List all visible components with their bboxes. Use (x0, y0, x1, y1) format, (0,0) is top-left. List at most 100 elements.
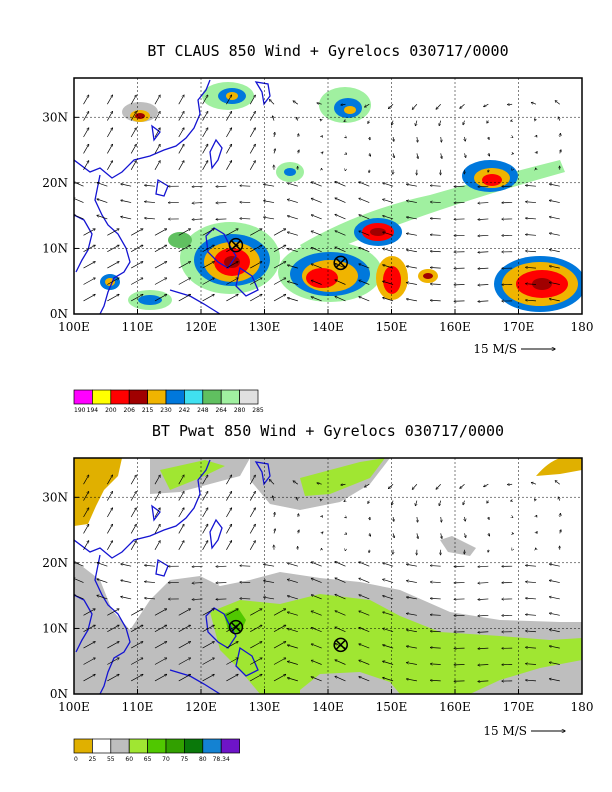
wind-vector (478, 665, 489, 666)
wind-vector (407, 663, 417, 665)
wind-vector (226, 95, 231, 105)
x-tick-label: 130E (249, 320, 281, 334)
wind-vector (555, 481, 560, 485)
wind-vector (335, 611, 346, 616)
wind-vector (83, 278, 96, 285)
wind-vector (202, 245, 215, 253)
wind-vector (178, 229, 191, 236)
wind-vector (383, 645, 394, 649)
wind-vector (322, 152, 323, 153)
wind-vector (439, 120, 441, 126)
wind-vector (359, 231, 370, 236)
wind-vector (83, 245, 96, 253)
wind-vector (412, 103, 418, 109)
wind-vector (287, 596, 298, 600)
wind-vector (531, 482, 537, 484)
colorbar-swatch (92, 389, 112, 405)
wind-vector (273, 294, 286, 302)
wind-vector (154, 161, 160, 170)
y-tick-label: 30N (42, 110, 68, 124)
wind-vectors (74, 95, 561, 302)
wind-vector (226, 278, 238, 285)
wind-vector (526, 615, 536, 616)
wind-vector (335, 198, 346, 203)
wind-vector (250, 642, 262, 649)
wind-vector (311, 628, 322, 633)
wind-vector (383, 596, 394, 600)
colorbar-label: 200 (105, 407, 117, 414)
x-tick-label: 160E (439, 700, 471, 714)
wind-vector (250, 658, 262, 665)
wind-vector (287, 612, 298, 616)
wind-vector (359, 182, 370, 187)
wind-vector (484, 103, 489, 106)
wind-vector (249, 161, 255, 170)
wind-vector (145, 218, 155, 219)
wind-vector (344, 501, 346, 502)
wind-vector (250, 674, 262, 682)
wind-vector (549, 299, 560, 302)
wind-vector (407, 646, 417, 649)
x-tick-label: 180 (571, 700, 594, 714)
wind-vector (83, 95, 89, 105)
wind-vector (249, 144, 255, 154)
x-tick-label: 100E (58, 320, 90, 334)
wind-vector (407, 581, 417, 583)
wind-vector (249, 508, 255, 518)
wind-vector (465, 533, 466, 537)
wind-vector (463, 120, 465, 125)
wind-vector (345, 517, 346, 518)
wind-vector (250, 625, 262, 633)
wind-vector (287, 199, 298, 203)
colorbar-label: 0 (74, 756, 78, 763)
wind-vector (478, 252, 489, 253)
wind-vector (359, 644, 370, 649)
wind-vector (345, 137, 346, 138)
wind-vector (463, 500, 465, 505)
colorbar-swatch (220, 389, 240, 405)
wind-vector (311, 660, 322, 665)
wind-vector (269, 100, 275, 105)
wind-vector (226, 128, 231, 138)
x-tick-label: 160E (439, 320, 471, 334)
wind-vector (526, 647, 536, 648)
wind-vector (287, 563, 298, 567)
wind-vector (154, 609, 167, 616)
wind-vector (130, 161, 136, 170)
x-tick-label: 130E (249, 700, 281, 714)
wind-vector (478, 268, 489, 269)
gyre-marker (228, 237, 244, 253)
wind-vector (287, 298, 298, 302)
y-tick-label: 10N (42, 621, 68, 635)
wind-vector (273, 262, 286, 269)
wind-vector (192, 219, 203, 220)
wind-vector (392, 500, 394, 505)
wind-vector (430, 284, 441, 285)
wind-vector (298, 514, 299, 518)
colorbar-swatch (147, 389, 167, 405)
wind-vector (273, 116, 275, 121)
wind-vector (549, 250, 560, 253)
field-layer (74, 458, 582, 694)
wind-vector (107, 658, 119, 665)
wind-vector (273, 496, 275, 501)
wind-vector (269, 480, 275, 485)
wind-vector (560, 513, 561, 518)
gyre-marker (228, 619, 244, 635)
wind-vector (83, 492, 89, 501)
wind-vector (226, 674, 238, 682)
wind-vector (178, 475, 184, 485)
wind-vector (369, 153, 370, 156)
x-tick-label: 110E (122, 320, 154, 334)
wind-vector (549, 580, 560, 583)
wind-vector (311, 595, 322, 600)
wind-vector (107, 112, 112, 121)
wind-vector (478, 285, 489, 286)
wind-vector (250, 245, 262, 253)
wind-vector (549, 646, 560, 649)
wind-vector (250, 609, 262, 616)
wind-vector (226, 642, 238, 649)
wind-vector (273, 674, 286, 682)
colorbar-label: 264 (215, 407, 227, 414)
y-tick-label: 10N (42, 241, 68, 255)
